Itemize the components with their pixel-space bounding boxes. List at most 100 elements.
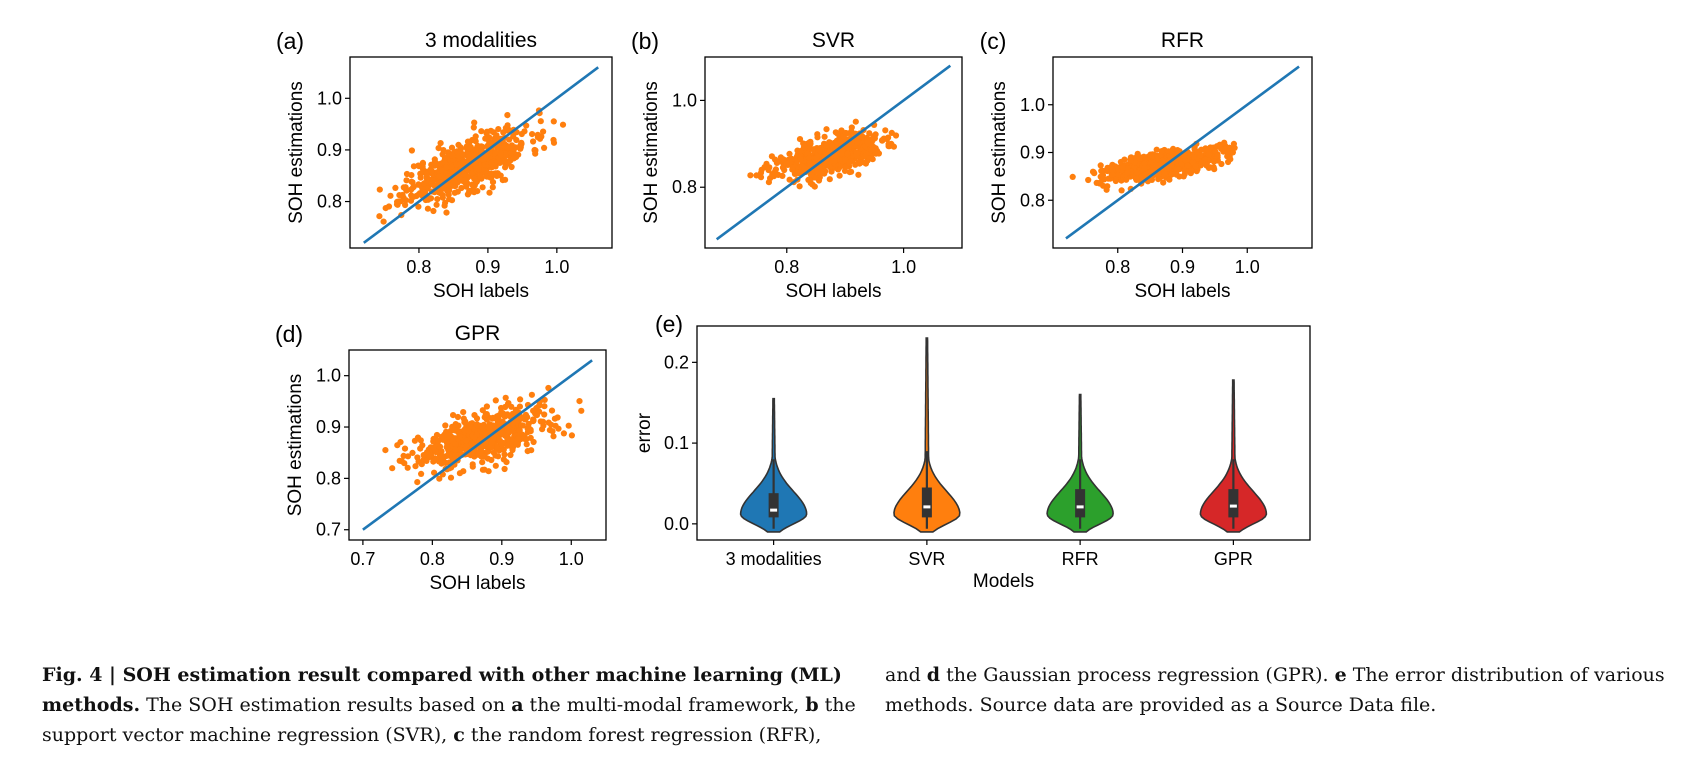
data-point (449, 437, 456, 445)
data-point (464, 191, 471, 198)
x-axis-label: SOH labels (429, 573, 525, 594)
data-point (489, 414, 496, 421)
figure-caption-right: and d the Gaussian process regression (G… (885, 660, 1685, 720)
y-tick-label: 0.9 (1020, 143, 1045, 163)
data-point (842, 164, 849, 171)
data-point (430, 458, 437, 465)
data-point (1134, 150, 1141, 157)
x-tick-label: 0.8 (1105, 257, 1130, 277)
data-point (1069, 173, 1076, 180)
data-point (545, 419, 552, 426)
data-point (376, 213, 383, 220)
data-point (555, 425, 562, 432)
data-point (451, 178, 458, 185)
data-point (540, 422, 547, 429)
caption-ref-e: e (1334, 664, 1347, 686)
y-axis-label: error (634, 412, 655, 453)
data-point (404, 464, 411, 471)
data-point (1133, 175, 1140, 182)
data-point (501, 451, 508, 458)
x-tick-label: RFR (1062, 549, 1099, 569)
data-point (1191, 146, 1198, 153)
data-point (772, 166, 780, 173)
data-point (442, 199, 449, 206)
data-point (747, 172, 754, 179)
data-point (1124, 169, 1131, 176)
data-point (504, 412, 511, 419)
data-point (517, 396, 524, 403)
data-point (521, 128, 528, 135)
data-point (382, 447, 389, 454)
x-tick-label: 0.8 (774, 257, 799, 277)
x-tick-label: SVR (908, 549, 945, 569)
data-point (848, 168, 855, 175)
data-point (493, 172, 500, 179)
data-point (536, 402, 543, 409)
data-point (471, 175, 478, 182)
data-point (1168, 171, 1175, 178)
y-tick-label: 0.9 (316, 417, 341, 437)
data-point (467, 144, 474, 151)
panel-letter: (e) (655, 311, 683, 337)
data-point (1152, 161, 1159, 168)
data-point (504, 442, 511, 449)
data-point (796, 136, 804, 143)
data-point (424, 205, 431, 212)
caption-ref-a: a (511, 694, 524, 716)
x-axis-label: SOH labels (433, 281, 529, 302)
data-point (461, 171, 468, 178)
data-point (412, 463, 419, 470)
data-point (457, 446, 464, 453)
panel-title: 3 modalities (425, 29, 537, 52)
figure-caption-left: Fig. 4 | SOH estimation result compared … (42, 660, 862, 750)
data-point (423, 449, 431, 456)
data-point (499, 177, 506, 184)
y-tick-label: 1.0 (317, 88, 342, 108)
data-point (1103, 186, 1110, 193)
data-point (508, 145, 516, 152)
data-point (1085, 176, 1092, 184)
violin-median (770, 508, 778, 512)
axes-frame (696, 325, 1311, 541)
data-point (846, 159, 853, 167)
data-point (483, 411, 490, 418)
data-point (473, 165, 480, 172)
data-point (471, 119, 478, 126)
data-point (1227, 156, 1234, 163)
data-point (852, 118, 859, 125)
data-point (506, 136, 513, 143)
data-point (821, 133, 828, 140)
data-point (507, 451, 514, 459)
data-point (1141, 165, 1148, 172)
y-tick-label: 0.8 (317, 192, 342, 212)
data-point (495, 416, 502, 423)
data-point (836, 172, 843, 179)
data-point (541, 144, 548, 151)
x-tick-label: 0.8 (420, 549, 445, 569)
data-point (757, 169, 765, 176)
data-point (448, 197, 456, 204)
data-point (1119, 164, 1126, 172)
data-point (442, 422, 449, 429)
data-point (554, 414, 561, 421)
data-point (757, 174, 765, 181)
data-point (492, 149, 499, 156)
data-point (488, 159, 495, 166)
reference-line (362, 359, 593, 531)
panel-title: SVR (812, 29, 855, 52)
x-tick-label: 3 modalities (726, 549, 822, 569)
data-point (541, 403, 548, 410)
data-point (857, 159, 864, 166)
data-point (1158, 148, 1165, 155)
data-point (1153, 146, 1160, 153)
data-point (513, 136, 520, 144)
data-point (477, 174, 484, 181)
data-point (823, 126, 830, 133)
data-point (1118, 187, 1125, 194)
violin-gpr (1199, 379, 1268, 533)
panel-title: RFR (1161, 29, 1204, 52)
data-point (445, 432, 452, 439)
data-point (516, 403, 524, 410)
data-point (478, 447, 485, 454)
data-point (471, 152, 478, 159)
